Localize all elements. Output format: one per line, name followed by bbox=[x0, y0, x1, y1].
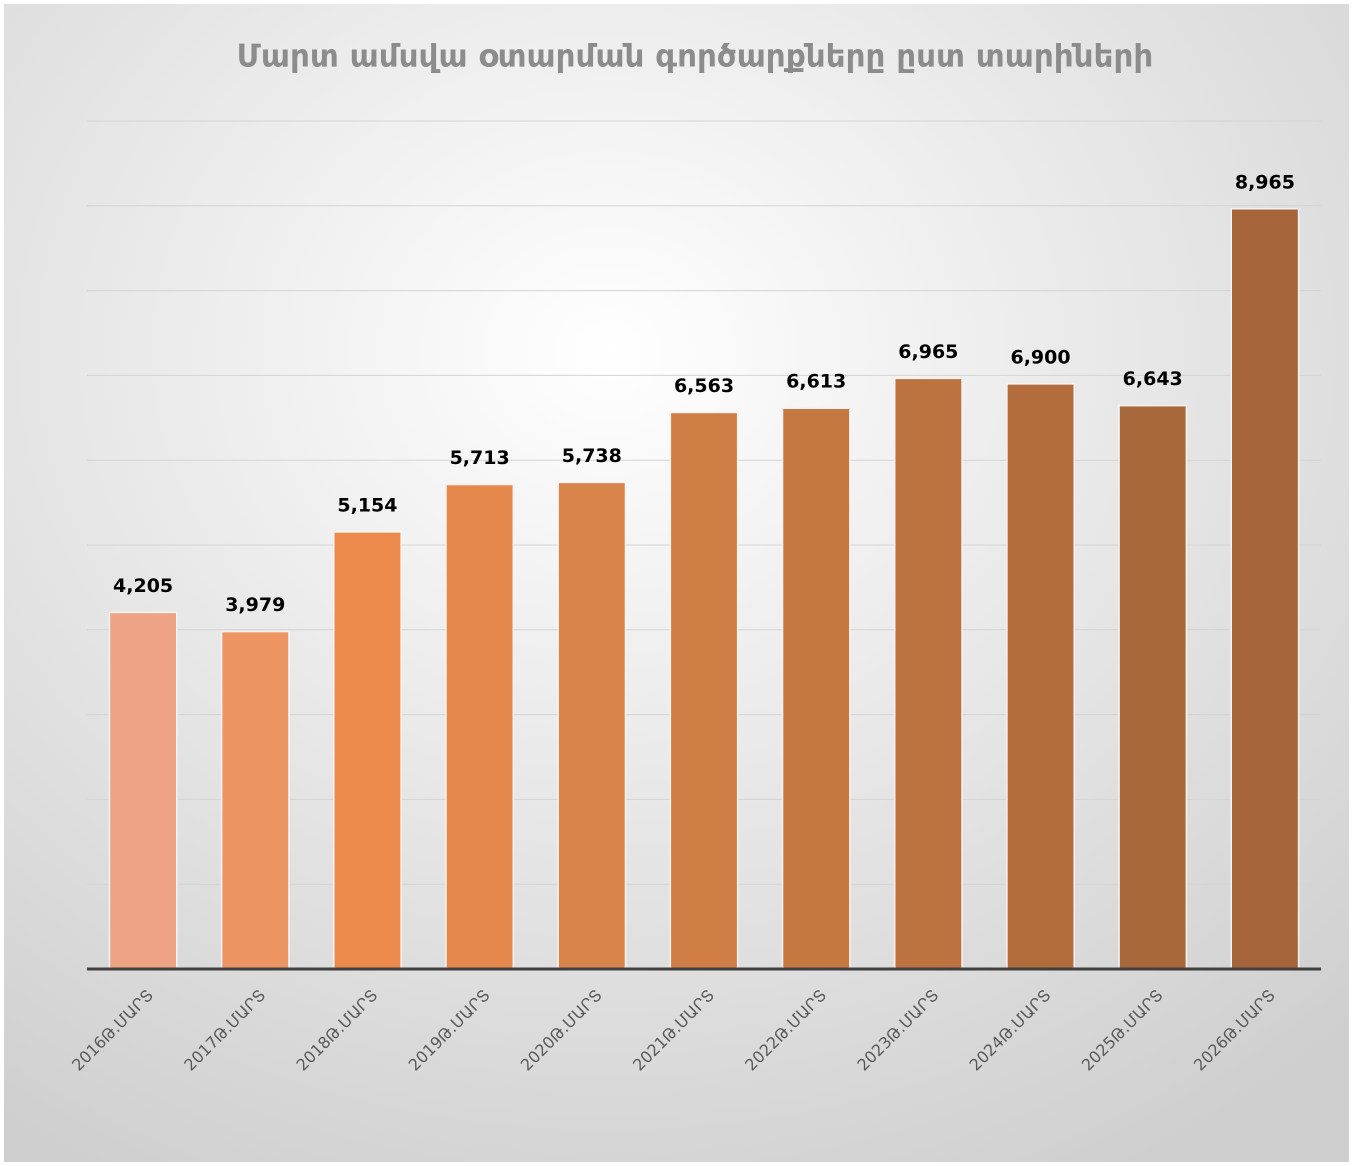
bar bbox=[445, 483, 515, 970]
bar bbox=[1230, 208, 1300, 970]
bar bbox=[108, 611, 178, 970]
data-label: 5,713 bbox=[450, 447, 510, 469]
bar bbox=[1006, 383, 1075, 970]
data-label: 6,643 bbox=[1123, 368, 1183, 390]
chart-title: Մարտ ամսվա օտարման գործարքները ըստ տարին… bbox=[237, 39, 1154, 75]
data-label: 6,563 bbox=[674, 375, 734, 397]
data-label: 6,965 bbox=[898, 341, 958, 363]
data-label: 5,154 bbox=[337, 494, 397, 516]
bar bbox=[333, 531, 402, 970]
bar bbox=[220, 630, 290, 970]
bar bbox=[781, 407, 851, 970]
bar bbox=[669, 411, 739, 970]
bar bbox=[893, 377, 963, 970]
data-label: 6,613 bbox=[786, 371, 846, 393]
data-label: 5,738 bbox=[562, 445, 622, 467]
data-label: 3,979 bbox=[225, 594, 285, 616]
bar bbox=[557, 481, 627, 970]
bar bbox=[1118, 404, 1188, 970]
data-label: 6,900 bbox=[1010, 346, 1070, 368]
data-label: 4,205 bbox=[113, 575, 173, 597]
data-label: 8,965 bbox=[1235, 171, 1295, 193]
